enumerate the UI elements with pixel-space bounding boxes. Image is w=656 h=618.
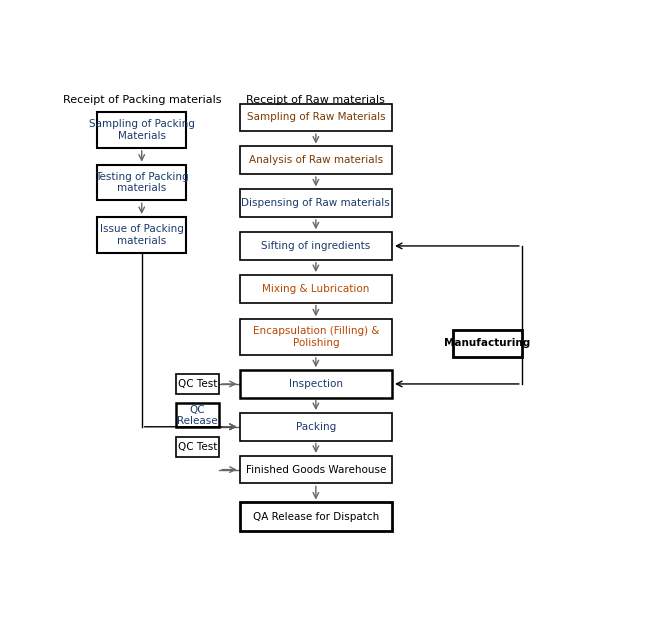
FancyBboxPatch shape [239, 275, 392, 303]
Text: Dispensing of Raw materials: Dispensing of Raw materials [241, 198, 390, 208]
FancyBboxPatch shape [176, 374, 219, 394]
Text: Receipt of Raw materials: Receipt of Raw materials [247, 95, 385, 105]
Text: Encapsulation (Filling) &
Polishing: Encapsulation (Filling) & Polishing [253, 326, 379, 348]
Text: Analysis of Raw materials: Analysis of Raw materials [249, 155, 383, 165]
FancyBboxPatch shape [97, 164, 186, 200]
FancyBboxPatch shape [176, 404, 219, 427]
FancyBboxPatch shape [176, 438, 219, 457]
FancyBboxPatch shape [97, 217, 186, 253]
Text: Issue of Packing
materials: Issue of Packing materials [100, 224, 184, 245]
FancyBboxPatch shape [97, 112, 186, 148]
Text: Receipt of Packing materials: Receipt of Packing materials [63, 95, 221, 105]
Text: QC Test: QC Test [178, 442, 217, 452]
Text: Testing of Packing
materials: Testing of Packing materials [95, 172, 188, 193]
FancyBboxPatch shape [239, 370, 392, 398]
FancyBboxPatch shape [239, 413, 392, 441]
FancyBboxPatch shape [239, 502, 392, 531]
Text: Manufacturing: Manufacturing [444, 339, 531, 349]
Text: Finished Goods Warehouse: Finished Goods Warehouse [246, 465, 386, 475]
FancyBboxPatch shape [239, 456, 392, 483]
FancyBboxPatch shape [239, 189, 392, 217]
Text: QC
Release: QC Release [177, 405, 218, 426]
Text: Sampling of Packing
Materials: Sampling of Packing Materials [89, 119, 195, 141]
Text: Mixing & Lubrication: Mixing & Lubrication [262, 284, 369, 294]
Text: QA Release for Dispatch: QA Release for Dispatch [253, 512, 379, 522]
Text: Sifting of ingredients: Sifting of ingredients [261, 241, 371, 251]
Text: QC Test: QC Test [178, 379, 217, 389]
FancyBboxPatch shape [239, 320, 392, 355]
FancyBboxPatch shape [239, 104, 392, 131]
FancyBboxPatch shape [239, 146, 392, 174]
FancyBboxPatch shape [239, 232, 392, 260]
Text: Packing: Packing [296, 421, 336, 432]
Text: Inspection: Inspection [289, 379, 343, 389]
FancyBboxPatch shape [453, 329, 522, 357]
Text: Sampling of Raw Materials: Sampling of Raw Materials [247, 112, 385, 122]
